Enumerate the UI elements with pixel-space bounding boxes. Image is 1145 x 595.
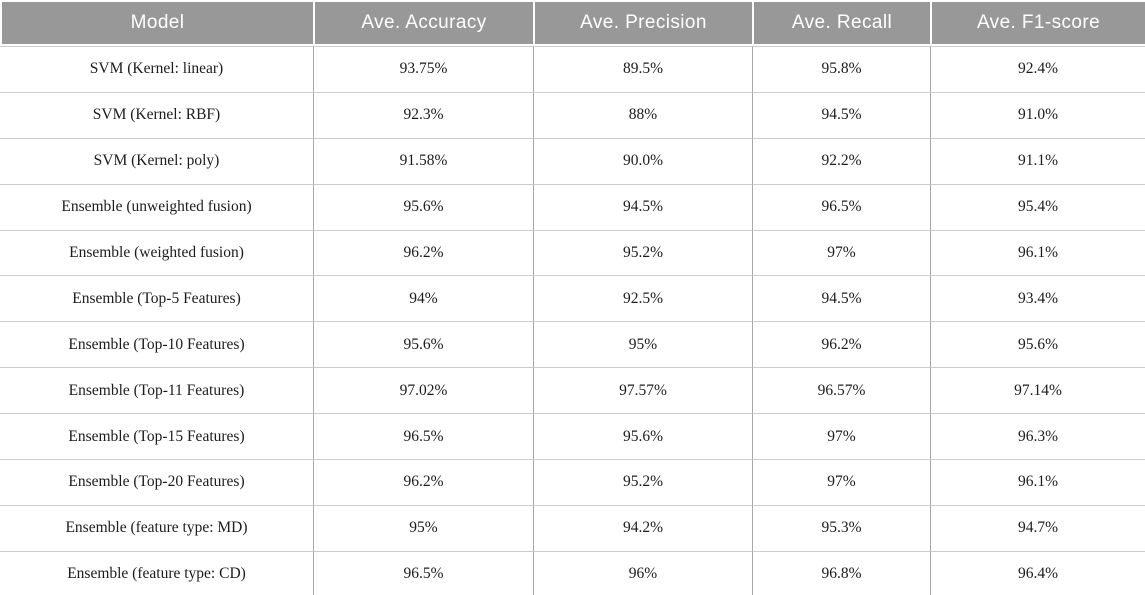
metric-cell: 96.3%	[930, 413, 1145, 460]
model-cell: Ensemble (weighted fusion)	[0, 229, 313, 276]
metric-cell: 95.8%	[752, 46, 930, 92]
table-row: Ensemble (Top-15 Features) 96.5% 95.6% 97% 9…	[0, 413, 1145, 460]
table-row: Ensemble (Top-20 Features) 96.2% 95.2% 97% 9…	[0, 459, 1145, 505]
table-row: SVM (Kernel: linear) 93.75% 89.5% 95.8% 92.4…	[0, 46, 1145, 92]
metric-cell: 93.4%	[930, 275, 1145, 322]
model-cell: SVM (Kernel: poly)	[0, 137, 313, 184]
column-header-precision: Ave. Precision	[533, 0, 752, 46]
model-cell: Ensemble (feature type: CD)	[0, 550, 313, 595]
table-row: Ensemble (Top-5 Features) 94% 92.5% 94.5% 93…	[0, 275, 1145, 322]
metric-cell: 96.5%	[313, 413, 533, 460]
metric-cell: 95.6%	[313, 321, 533, 368]
metric-cell: 92.2%	[752, 137, 930, 184]
metric-cell: 96.5%	[313, 550, 533, 595]
metric-cell: 90.0%	[533, 137, 752, 184]
table-body: SVM (Kernel: linear) 93.75% 89.5% 95.8% 92.4…	[0, 46, 1145, 595]
metric-cell: 94.5%	[752, 275, 930, 322]
metric-cell: 96.1%	[930, 229, 1145, 276]
metric-cell: 95.2%	[533, 229, 752, 276]
table-row: Ensemble (weighted fusion) 96.2% 95.2% 97% 9…	[0, 229, 1145, 276]
metric-cell: 92.4%	[930, 46, 1145, 92]
metric-cell: 88%	[533, 91, 752, 138]
metric-cell: 96.1%	[930, 459, 1145, 505]
table-row: SVM (Kernel: RBF) 92.3% 88% 94.5% 91.0%	[0, 91, 1145, 138]
table-row: Ensemble (feature type: CD) 96.5% 96% 96.8%…	[0, 550, 1145, 595]
metric-cell: 97%	[752, 229, 930, 276]
metric-cell: 94.2%	[533, 504, 752, 551]
metric-cell: 93.75%	[313, 46, 533, 92]
metric-cell: 91.58%	[313, 137, 533, 184]
metric-cell: 89.5%	[533, 46, 752, 92]
metric-cell: 95.6%	[313, 183, 533, 230]
metric-cell: 96.2%	[313, 229, 533, 276]
model-cell: Ensemble (Top-15 Features)	[0, 413, 313, 460]
metric-cell: 95%	[313, 504, 533, 551]
metric-cell: 95.3%	[752, 504, 930, 551]
model-cell: Ensemble (Top-11 Features)	[0, 367, 313, 414]
header-row: Model Ave. Accuracy Ave. Precision Ave. …	[0, 0, 1145, 46]
table-row: Ensemble (feature type: MD) 95% 94.2% 95.3%…	[0, 504, 1145, 551]
table-row: SVM (Kernel: poly) 91.58% 90.0% 92.2% 91.1%	[0, 137, 1145, 184]
metric-cell: 97%	[752, 459, 930, 505]
model-cell: Ensemble (Top-20 Features)	[0, 459, 313, 505]
metric-cell: 96.2%	[313, 459, 533, 505]
model-cell: SVM (Kernel: linear)	[0, 46, 313, 92]
metric-cell: 91.1%	[930, 137, 1145, 184]
metric-cell: 95%	[533, 321, 752, 368]
model-cell: SVM (Kernel: RBF)	[0, 91, 313, 138]
metric-cell: 94.5%	[752, 91, 930, 138]
column-header-model: Model	[0, 0, 313, 46]
model-cell: Ensemble (Top-5 Features)	[0, 275, 313, 322]
metric-cell: 91.0%	[930, 91, 1145, 138]
metric-cell: 96.4%	[930, 550, 1145, 595]
metric-cell: 95.4%	[930, 183, 1145, 230]
metric-cell: 95.6%	[533, 413, 752, 460]
metric-cell: 95.6%	[930, 321, 1145, 368]
table-row: Ensemble (unweighted fusion) 95.6% 94.5% 96…	[0, 183, 1145, 230]
metric-cell: 96.57%	[752, 367, 930, 414]
metric-cell: 97.02%	[313, 367, 533, 414]
metric-cell: 97%	[752, 413, 930, 460]
column-header-accuracy: Ave. Accuracy	[313, 0, 533, 46]
metric-cell: 96.2%	[752, 321, 930, 368]
column-header-f1-score: Ave. F1-score	[930, 0, 1145, 46]
table-row: Ensemble (Top-11 Features) 97.02% 97.57% 96…	[0, 367, 1145, 414]
metric-cell: 94.5%	[533, 183, 752, 230]
table-row: Ensemble (Top-10 Features) 95.6% 95% 96.2% 9…	[0, 321, 1145, 368]
metric-cell: 94.7%	[930, 504, 1145, 551]
metric-cell: 96.5%	[752, 183, 930, 230]
metric-cell: 94%	[313, 275, 533, 322]
model-cell: Ensemble (unweighted fusion)	[0, 183, 313, 230]
model-cell: Ensemble (Top-10 Features)	[0, 321, 313, 368]
metric-cell: 92.5%	[533, 275, 752, 322]
metric-cell: 96.8%	[752, 550, 930, 595]
metric-cell: 97.14%	[930, 367, 1145, 414]
metric-cell: 97.57%	[533, 367, 752, 414]
model-cell: Ensemble (feature type: MD)	[0, 504, 313, 551]
metric-cell: 96%	[533, 550, 752, 595]
metric-cell: 95.2%	[533, 459, 752, 505]
metric-cell: 92.3%	[313, 91, 533, 138]
column-header-recall: Ave. Recall	[752, 0, 930, 46]
